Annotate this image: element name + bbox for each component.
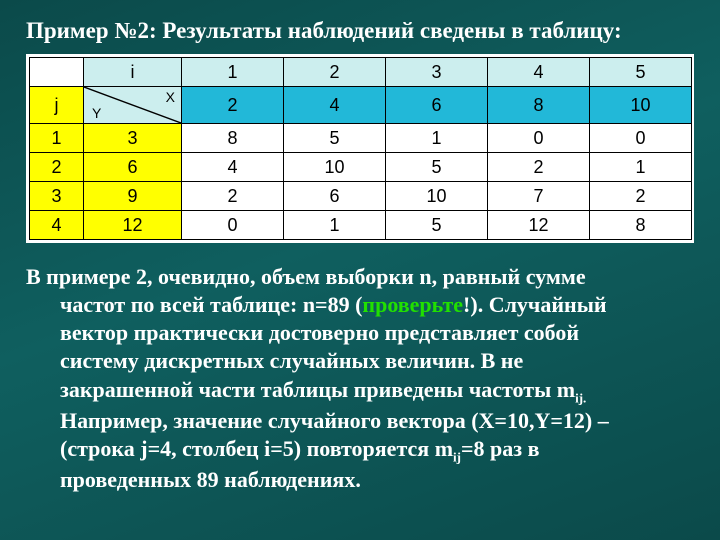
cell: 10 bbox=[284, 153, 386, 182]
header-row-x: j X Y 2 4 6 8 10 bbox=[30, 87, 692, 124]
line6: Например, значение случайного вектора (X… bbox=[26, 407, 694, 435]
blank-corner bbox=[30, 58, 84, 87]
table-row: 2 6 4 10 5 2 1 bbox=[30, 153, 692, 182]
line8: проведенных 89 наблюдениях. bbox=[26, 466, 694, 494]
cell: 12 bbox=[488, 211, 590, 240]
cell: 5 bbox=[284, 124, 386, 153]
i-3: 3 bbox=[386, 58, 488, 87]
line3: вектор практически достоверно представля… bbox=[26, 319, 694, 347]
i-label: i bbox=[84, 58, 182, 87]
i-1: 1 bbox=[182, 58, 284, 87]
cell: 1 bbox=[284, 211, 386, 240]
table-row: 4 12 0 1 5 12 8 bbox=[30, 211, 692, 240]
slide-title: Пример №2: Результаты наблюдений сведены… bbox=[26, 18, 694, 44]
xy-diagonal-cell: X Y bbox=[84, 87, 182, 124]
x-4: 8 bbox=[488, 87, 590, 124]
data-table-container: i 1 2 3 4 5 j X Y 2 4 6 8 10 bbox=[26, 54, 694, 243]
line4: систему дискретных случайных величин. В … bbox=[26, 347, 694, 375]
cell: 10 bbox=[386, 182, 488, 211]
j-val: 4 bbox=[30, 211, 84, 240]
cell: 4 bbox=[182, 153, 284, 182]
j-label: j bbox=[30, 87, 84, 124]
header-row-i: i 1 2 3 4 5 bbox=[30, 58, 692, 87]
x-5: 10 bbox=[590, 87, 692, 124]
table-row: 1 3 8 5 1 0 0 bbox=[30, 124, 692, 153]
x-1: 2 bbox=[182, 87, 284, 124]
cell: 5 bbox=[386, 153, 488, 182]
cell: 0 bbox=[590, 124, 692, 153]
i-4: 4 bbox=[488, 58, 590, 87]
cell: 5 bbox=[386, 211, 488, 240]
cell: 1 bbox=[386, 124, 488, 153]
cell: 0 bbox=[488, 124, 590, 153]
j-val: 3 bbox=[30, 182, 84, 211]
y-val: 9 bbox=[84, 182, 182, 211]
y-label: Y bbox=[92, 105, 101, 121]
x-label: X bbox=[166, 89, 175, 105]
slide: Пример №2: Результаты наблюдений сведены… bbox=[0, 0, 720, 540]
cell: 7 bbox=[488, 182, 590, 211]
j-val: 1 bbox=[30, 124, 84, 153]
x-2: 4 bbox=[284, 87, 386, 124]
cell: 1 bbox=[590, 153, 692, 182]
cell: 8 bbox=[590, 211, 692, 240]
line5: закрашенной части таблицы приведены част… bbox=[26, 376, 694, 407]
body-text: В примере 2, очевидно, объем выборки n, … bbox=[26, 263, 694, 494]
y-val: 12 bbox=[84, 211, 182, 240]
i-5: 5 bbox=[590, 58, 692, 87]
cell: 8 bbox=[182, 124, 284, 153]
line2: частот по всей таблице: n=89 (проверьте!… bbox=[26, 291, 694, 319]
cell: 6 bbox=[284, 182, 386, 211]
y-val: 3 bbox=[84, 124, 182, 153]
cell: 2 bbox=[182, 182, 284, 211]
line7: (строка j=4, столбец i=5) повторяется mi… bbox=[26, 435, 694, 466]
y-val: 6 bbox=[84, 153, 182, 182]
table-row: 3 9 2 6 10 7 2 bbox=[30, 182, 692, 211]
cell: 2 bbox=[590, 182, 692, 211]
verify-word: проверьте bbox=[362, 292, 463, 317]
i-2: 2 bbox=[284, 58, 386, 87]
cell: 0 bbox=[182, 211, 284, 240]
j-val: 2 bbox=[30, 153, 84, 182]
line1: В примере 2, очевидно, объем выборки n, … bbox=[26, 263, 694, 291]
cell: 2 bbox=[488, 153, 590, 182]
data-table: i 1 2 3 4 5 j X Y 2 4 6 8 10 bbox=[29, 57, 692, 240]
x-3: 6 bbox=[386, 87, 488, 124]
